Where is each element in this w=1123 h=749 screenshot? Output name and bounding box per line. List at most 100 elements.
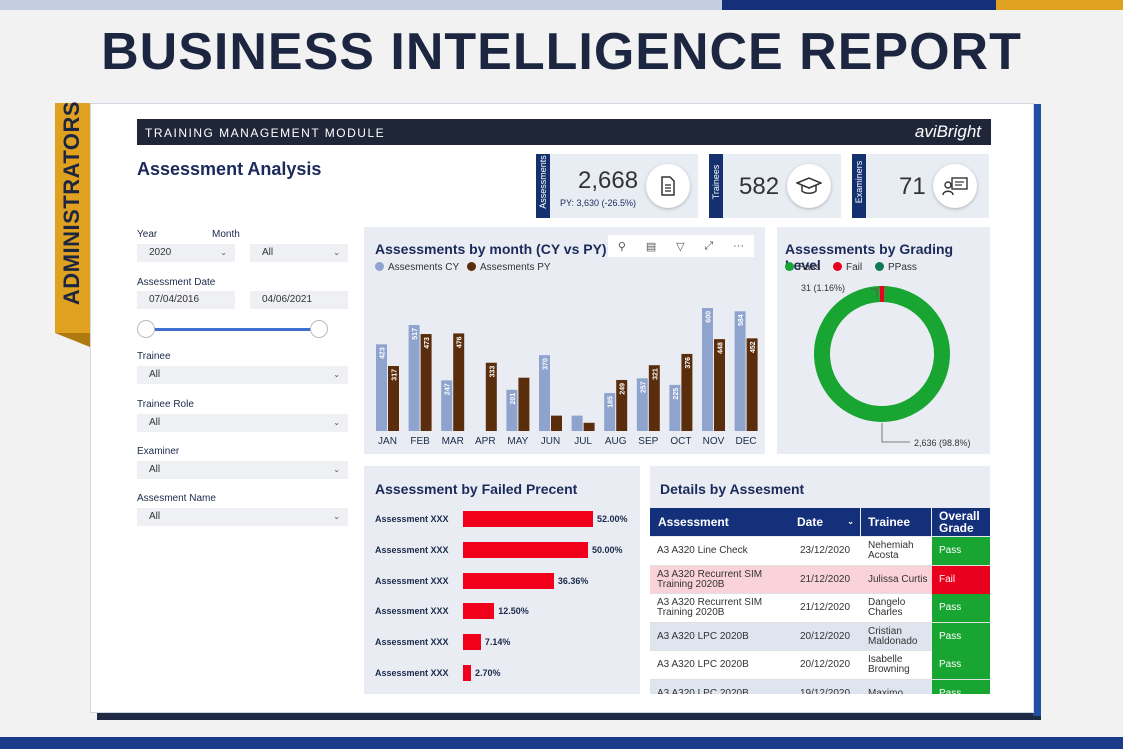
- bar-py-jun: [551, 415, 562, 431]
- x-tick-label: APR: [475, 436, 496, 447]
- table-row[interactable]: A3 A320 LPC 2020B 19/12/2020 Maximo Pass: [650, 679, 990, 694]
- table-row[interactable]: A3 A320 Recurrent SIM Training 2020B 21/1…: [650, 565, 990, 594]
- presenter-icon: [933, 164, 977, 208]
- failed-bar[interactable]: [463, 511, 593, 527]
- table-row[interactable]: A3 A320 LPC 2020B 20/12/2020 Isabelle Brow…: [650, 651, 990, 680]
- legend-cy: Assesments CY: [375, 262, 459, 273]
- cell-trainee: Julissa Curtis: [868, 573, 928, 585]
- legend-cy-label: Assesments CY: [388, 262, 460, 273]
- x-tick-label: JAN: [378, 436, 397, 447]
- date-range-slider-track[interactable]: [145, 328, 323, 331]
- side-tab-label: ADMINISTRATORS: [59, 100, 84, 306]
- bar-cy-aug: [604, 393, 616, 431]
- failed-bar-value: 36.36%: [557, 575, 589, 586]
- month-label: Month: [212, 229, 240, 240]
- role-value: All: [149, 417, 161, 428]
- cell-assessment: A3 A320 Line Check: [657, 545, 748, 556]
- date-range-slider-end-handle[interactable]: [310, 320, 328, 338]
- bar-label-py: 249: [620, 383, 627, 395]
- bar-cy-mar: [441, 380, 453, 431]
- x-tick-label: JUN: [541, 436, 560, 447]
- cell-assessment: A3 A320 LPC 2020B: [657, 630, 749, 642]
- trainee-select[interactable]: All ⌄: [137, 366, 348, 384]
- examiner-select[interactable]: All ⌄: [137, 461, 348, 479]
- failed-row-label: Assessment XXX: [375, 668, 449, 678]
- bar-label-cy: 370: [543, 358, 550, 370]
- role-select[interactable]: All ⌄: [137, 414, 348, 432]
- legend-py: Assesments PY: [467, 262, 551, 273]
- bar-cy-sep: [636, 378, 648, 431]
- more-options-icon[interactable]: ···: [733, 240, 745, 252]
- failed-bar[interactable]: [463, 603, 495, 620]
- dashboard-title: Assessment Analysis: [137, 159, 322, 179]
- failed-bar[interactable]: [463, 634, 481, 651]
- col-header-grade[interactable]: Overall Grade: [932, 508, 990, 536]
- month-select[interactable]: All ⌄: [250, 244, 348, 262]
- bar-label-py: 476: [457, 336, 464, 348]
- failed-bar[interactable]: [463, 665, 471, 681]
- col-header-trainee[interactable]: Trainee: [861, 508, 931, 536]
- cell-date: 21/12/2020: [799, 602, 851, 613]
- failed-bar[interactable]: [463, 572, 554, 589]
- date-to-input[interactable]: 04/06/2021: [250, 291, 348, 309]
- kpi-examiners[interactable]: Examiners 71: [852, 154, 989, 218]
- year-select[interactable]: 2020 ⌄: [137, 244, 235, 262]
- legend-ppass-label: PPass: [888, 262, 917, 273]
- leader-line-fail: [871, 288, 878, 297]
- x-tick-label: SEP: [638, 436, 658, 447]
- bar-label-cy: 201: [510, 393, 517, 405]
- bar-label-py: 333: [489, 366, 496, 378]
- role-label: Trainee Role: [137, 399, 194, 410]
- bar-py-apr: [485, 362, 497, 431]
- copy-icon[interactable]: ▤: [645, 240, 657, 253]
- bar-label-cy: 185: [608, 396, 615, 408]
- frame-shadow-blue: [1033, 104, 1041, 716]
- col-header-assessment[interactable]: Assessment: [650, 508, 790, 536]
- failed-percent-panel: Assessment by Failed Precent Assessment …: [364, 466, 640, 694]
- col-header-date[interactable]: Date ⌄: [790, 508, 860, 536]
- assessment-name-select[interactable]: All ⌄: [137, 508, 348, 526]
- cell-trainee: Isabelle Browning: [868, 654, 910, 675]
- grading-level-panel: Assessments by Grading Level Pass Fail P…: [777, 227, 990, 454]
- bottom-accent-bar: [0, 737, 1123, 749]
- leader-line-pass: [881, 423, 910, 443]
- expand-icon[interactable]: ⤢: [704, 239, 714, 252]
- monthly-chart-panel: Assessments by month (CY vs PY) ⚲ ▤ ▽ ⤢ …: [364, 227, 765, 454]
- bar-cy-oct: [669, 384, 681, 431]
- cell-assessment: A3 A320 LPC 2020B: [657, 659, 749, 670]
- table-row[interactable]: A3 A320 Recurrent SIM Training 2020B 21/1…: [650, 594, 990, 623]
- kpi-assessments[interactable]: Assessments 2,668 PY: 3,630 (-26.5%): [536, 154, 698, 218]
- side-tab: [55, 103, 90, 333]
- table-row[interactable]: A3 A320 Line Check 23/12/2020 Nehemiah Aco…: [650, 537, 990, 566]
- table-row[interactable]: A3 A320 LPC 2020B 20/12/2020 Cristian Mald…: [650, 622, 990, 651]
- dashboard-header: TRAINING MANAGEMENT MODULE aviBright: [137, 119, 991, 145]
- pin-icon[interactable]: ⚲: [617, 240, 626, 253]
- page-title: BUSINESS INTELLIGENCE REPORT: [101, 23, 1022, 81]
- bar-label-cy: 600: [706, 311, 713, 323]
- bar-cy-feb: [408, 325, 420, 431]
- legend-pass: Pass: [785, 262, 820, 273]
- donut-slice-pass: [814, 286, 950, 422]
- kpi-value: 582: [739, 173, 780, 200]
- x-tick-label: MAY: [507, 436, 528, 447]
- kpi-value: 71: [899, 173, 926, 200]
- donut-label-fail: 31 (1.16%): [801, 283, 846, 293]
- cell-date: 23/12/2020: [799, 545, 851, 556]
- filter-icon[interactable]: ▽: [676, 240, 685, 253]
- assessment-name-label: Assesment Name: [137, 493, 216, 504]
- x-tick-label: MAR: [442, 436, 464, 447]
- cell-trainee: Nehemiah Acosta: [868, 540, 914, 561]
- chevron-down-icon: ⌄: [333, 370, 340, 379]
- failed-bar-value: 2.70%: [475, 668, 501, 678]
- legend-pass-label: Pass: [798, 262, 821, 273]
- bar-py-dec: [746, 338, 758, 431]
- bar-cy-jun: [539, 355, 550, 431]
- failed-bar[interactable]: [463, 541, 588, 558]
- bar-label-cy: 257: [640, 381, 647, 393]
- monthly-chart-title: Assessments by month (CY vs PY): [375, 241, 607, 257]
- brand-logo: aviBright: [914, 122, 981, 141]
- cell-grade: Pass: [932, 537, 990, 565]
- kpi-trainees[interactable]: Trainees 582: [709, 154, 841, 218]
- date-from-input[interactable]: 07/04/2016: [137, 291, 235, 309]
- date-range-slider-start-handle[interactable]: [137, 320, 155, 338]
